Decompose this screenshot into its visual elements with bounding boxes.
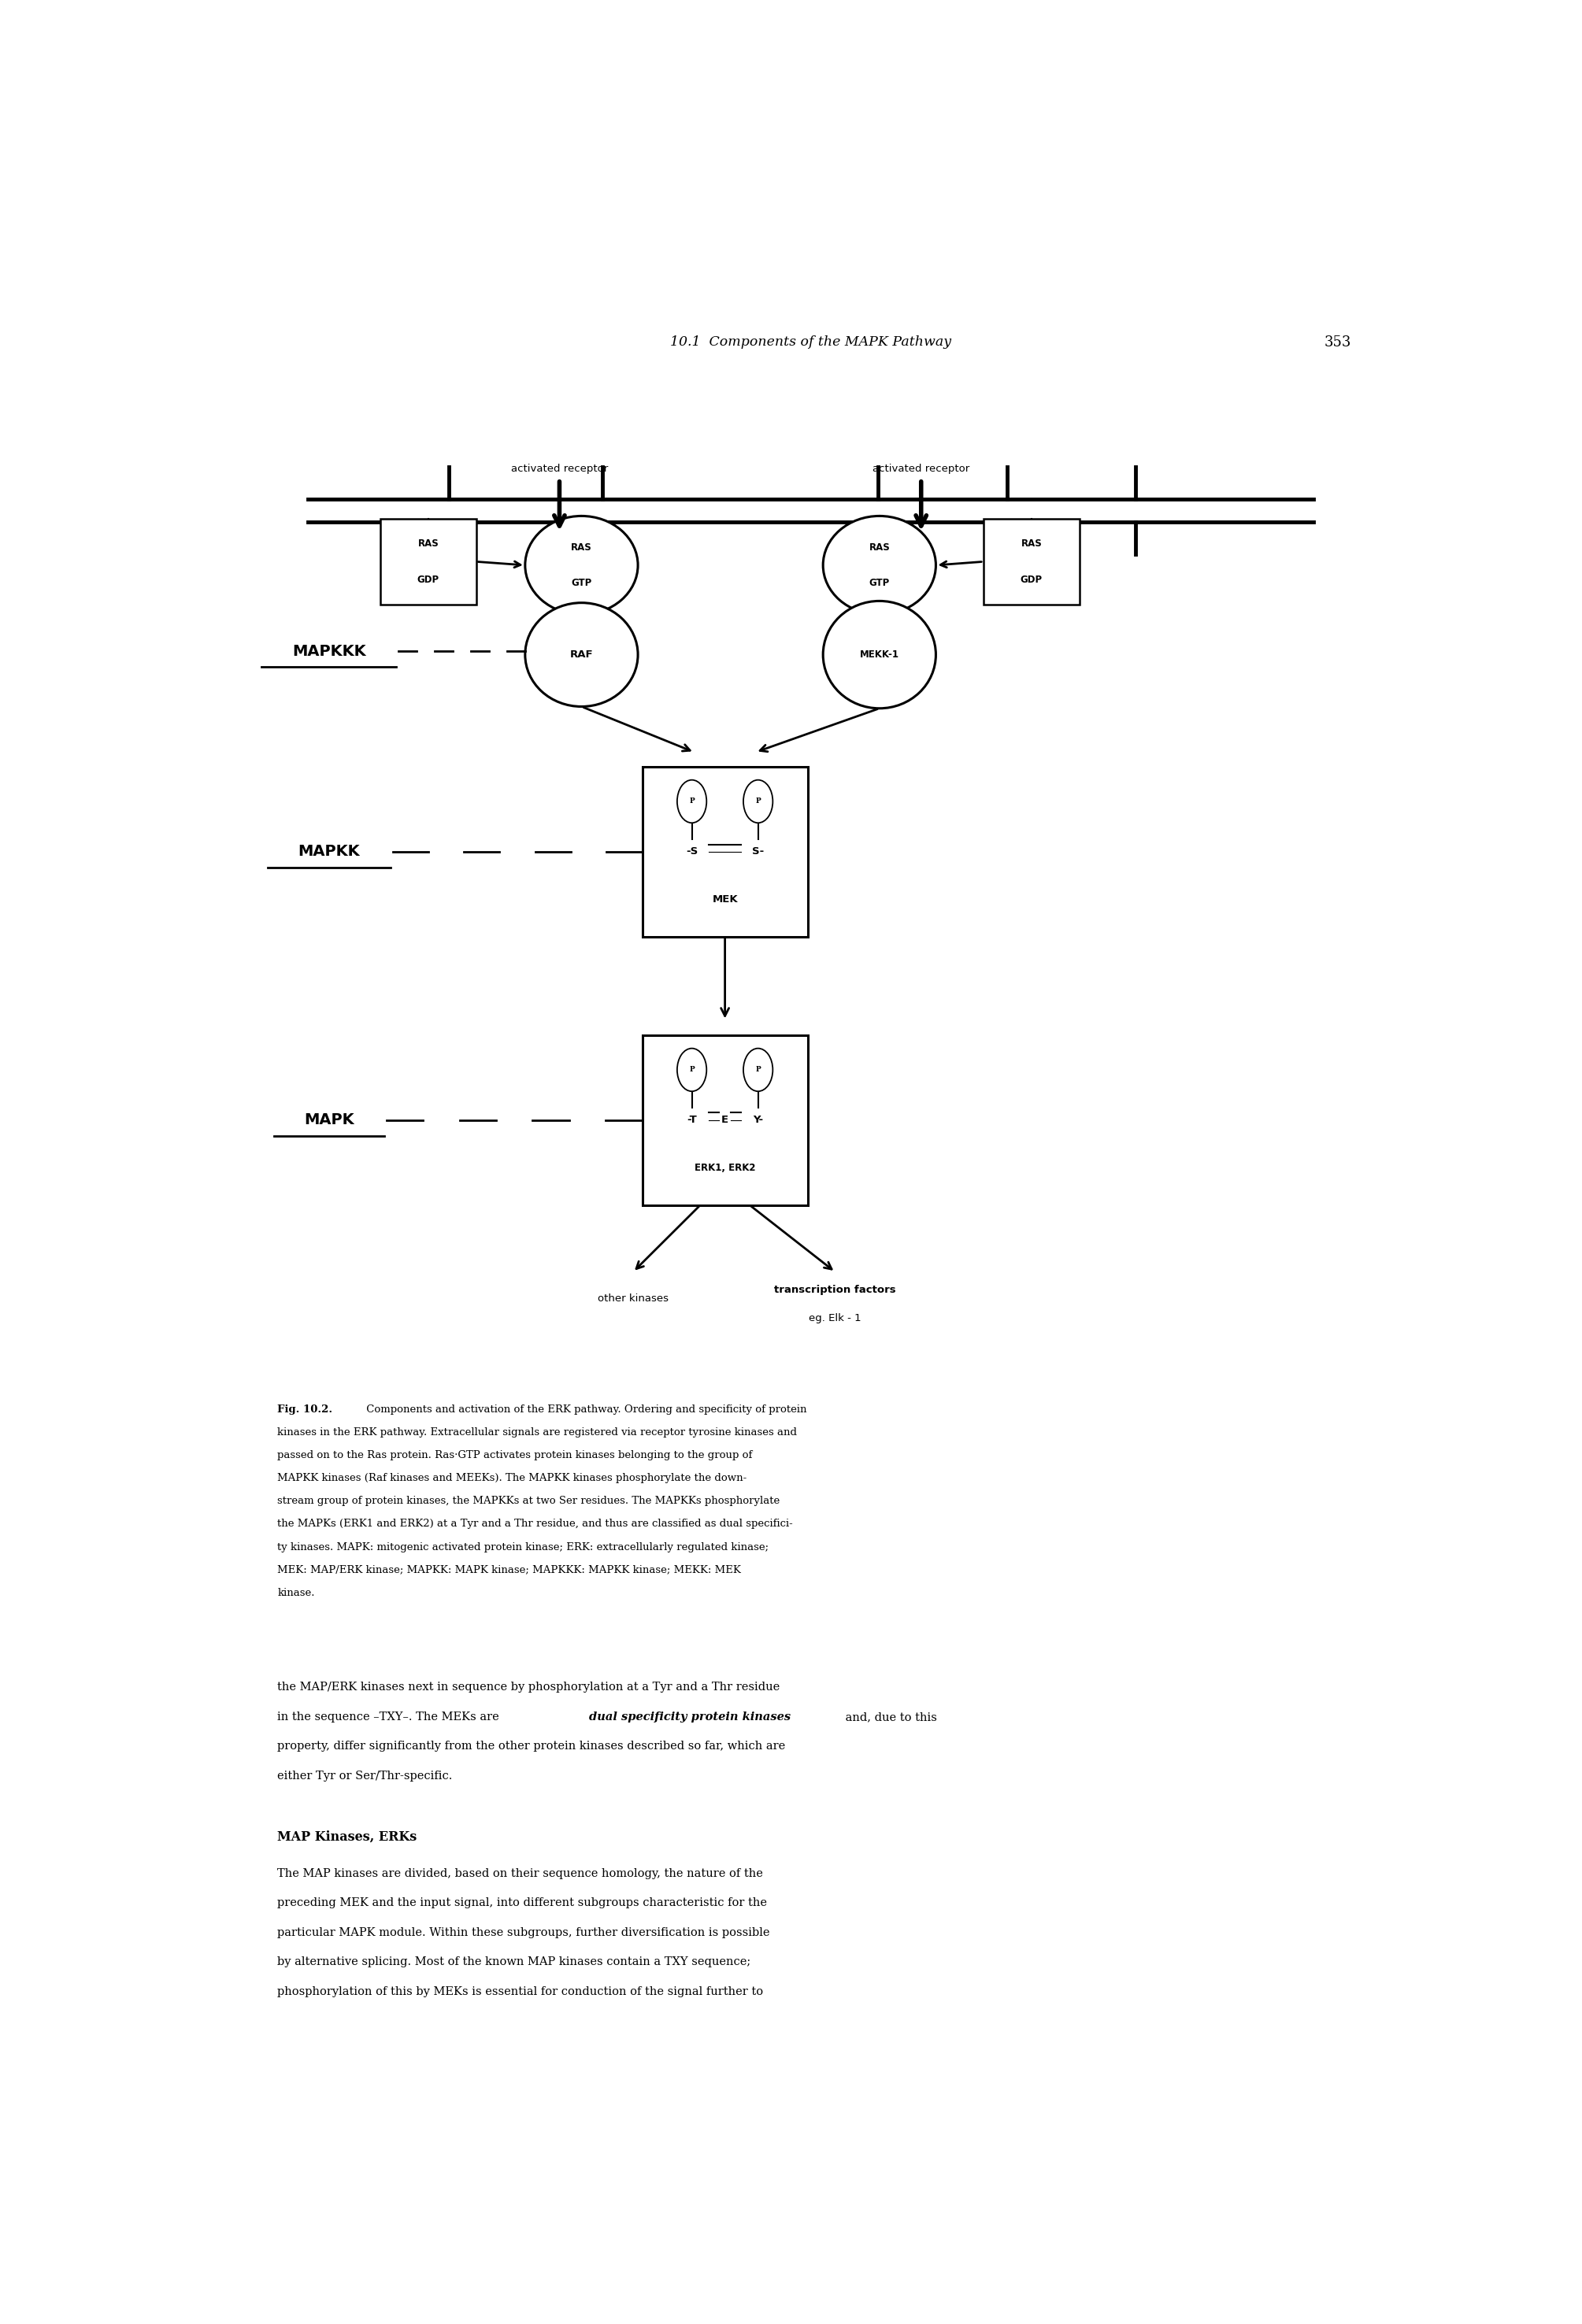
Text: MAP Kinases, ERKs: MAP Kinases, ERKs [277, 1831, 418, 1843]
Text: RAS: RAS [1020, 539, 1043, 548]
Text: The MAP kinases are divided, based on their sequence homology, the nature of the: The MAP kinases are divided, based on th… [277, 1868, 763, 1880]
Text: the MAP/ERK kinases next in sequence by phosphorylation at a Tyr and a Thr resid: the MAP/ERK kinases next in sequence by … [277, 1683, 780, 1692]
Text: other kinases: other kinases [598, 1294, 669, 1304]
Text: transcription factors: transcription factors [775, 1285, 895, 1294]
Text: MAPKKK: MAPKKK [293, 644, 365, 658]
Circle shape [744, 781, 772, 823]
Text: P: P [755, 797, 761, 804]
Text: RAF: RAF [570, 648, 593, 660]
Text: and, due to this: and, due to this [842, 1710, 937, 1722]
Text: Fig. 10.2.: Fig. 10.2. [277, 1404, 332, 1415]
Text: MEK: MAP/ERK kinase; MAPKK: MAPK kinase; MAPKKK: MAPKK kinase; MEKK: MEK: MEK: MAP/ERK kinase; MAPKK: MAPK kinase;… [277, 1564, 740, 1576]
Text: RAS: RAS [418, 539, 438, 548]
Ellipse shape [525, 516, 638, 614]
Text: -S: -S [687, 846, 698, 858]
Text: passed on to the Ras protein. Ras·GTP activates protein kinases belonging to the: passed on to the Ras protein. Ras·GTP ac… [277, 1450, 753, 1459]
Text: the MAPKs (ERK1 and ERK2) at a Tyr and a Thr residue, and thus are classified as: the MAPKs (ERK1 and ERK2) at a Tyr and a… [277, 1520, 793, 1529]
Text: Components and activation of the ERK pathway. Ordering and specificity of protei: Components and activation of the ERK pat… [362, 1404, 807, 1415]
Text: dual specificity protein kinases: dual specificity protein kinases [589, 1710, 791, 1722]
Text: P: P [755, 1067, 761, 1074]
Text: activated receptor: activated receptor [873, 462, 970, 474]
Text: either Tyr or Ser/Thr-specific.: either Tyr or Ser/Thr-specific. [277, 1771, 452, 1783]
Text: activated receptor: activated receptor [511, 462, 607, 474]
Text: MEKK-1: MEKK-1 [859, 648, 899, 660]
Text: MAPKK kinases (Raf kinases and MEEKs). The MAPKK kinases phosphorylate the down-: MAPKK kinases (Raf kinases and MEEKs). T… [277, 1473, 747, 1483]
Text: S-: S- [751, 846, 764, 858]
Text: stream group of protein kinases, the MAPKKs at two Ser residues. The MAPKKs phos: stream group of protein kinases, the MAP… [277, 1497, 780, 1506]
Text: ty kinases. MAPK: mitogenic activated protein kinase; ERK: extracellularly regul: ty kinases. MAPK: mitogenic activated pr… [277, 1541, 769, 1552]
Text: by alternative splicing. Most of the known MAP kinases contain a TXY sequence;: by alternative splicing. Most of the kno… [277, 1957, 751, 1968]
Text: eg. Elk - 1: eg. Elk - 1 [808, 1313, 862, 1325]
Text: RAS: RAS [869, 541, 891, 553]
Text: preceding MEK and the input signal, into different subgroups characteristic for : preceding MEK and the input signal, into… [277, 1896, 767, 1908]
Text: GDP: GDP [418, 574, 440, 586]
Text: P: P [690, 1067, 694, 1074]
Text: GDP: GDP [1020, 574, 1043, 586]
FancyBboxPatch shape [380, 518, 476, 604]
Text: phosphorylation of this by MEKs is essential for conduction of the signal furthe: phosphorylation of this by MEKs is essen… [277, 1987, 764, 1996]
Text: P: P [690, 797, 694, 804]
Circle shape [677, 781, 707, 823]
Text: RAS: RAS [571, 541, 592, 553]
Text: MAPK: MAPK [304, 1113, 354, 1127]
Text: 353: 353 [1324, 335, 1351, 349]
Text: GTP: GTP [571, 579, 592, 588]
Text: Y-: Y- [753, 1116, 763, 1125]
Text: E: E [721, 1116, 729, 1125]
Ellipse shape [525, 602, 638, 706]
Text: 10.1  Components of the MAPK Pathway: 10.1 Components of the MAPK Pathway [671, 335, 951, 349]
Text: property, differ significantly from the other protein kinases described so far, : property, differ significantly from the … [277, 1741, 786, 1752]
Text: in the sequence –TXY–. The MEKs are: in the sequence –TXY–. The MEKs are [277, 1710, 503, 1722]
FancyBboxPatch shape [984, 518, 1079, 604]
Text: -T: -T [687, 1116, 696, 1125]
Ellipse shape [823, 602, 937, 709]
Ellipse shape [823, 516, 937, 614]
Circle shape [744, 1048, 772, 1092]
Text: ERK1, ERK2: ERK1, ERK2 [694, 1162, 756, 1174]
FancyBboxPatch shape [642, 767, 808, 937]
Text: GTP: GTP [869, 579, 889, 588]
Text: MAPKK: MAPKK [297, 844, 359, 860]
Text: particular MAPK module. Within these subgroups, further diversification is possi: particular MAPK module. Within these sub… [277, 1927, 770, 1938]
FancyBboxPatch shape [642, 1034, 808, 1204]
Text: MEK: MEK [712, 895, 737, 904]
Circle shape [677, 1048, 707, 1092]
Text: kinases in the ERK pathway. Extracellular signals are registered via receptor ty: kinases in the ERK pathway. Extracellula… [277, 1427, 797, 1439]
Text: kinase.: kinase. [277, 1587, 315, 1599]
